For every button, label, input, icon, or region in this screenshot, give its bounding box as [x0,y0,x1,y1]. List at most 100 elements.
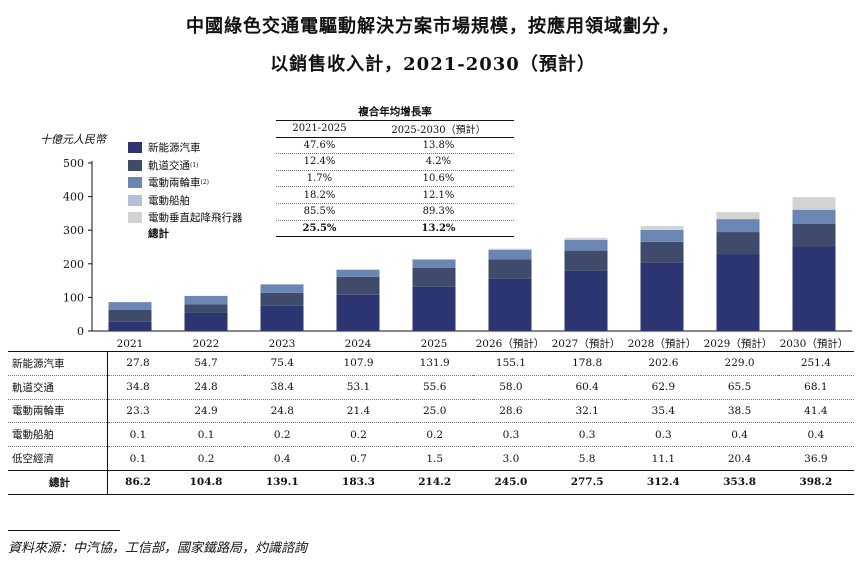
table-cell: 60.4 [549,375,626,400]
x-tick-label: 2021 [117,338,144,350]
legend: 新能源汽車 軌道交通 (1) 電動兩輪車 (2) 電動船舶 電動垂直起降飛行器 總計 [128,139,243,241]
table-cell: 178.8 [549,351,626,376]
table-cell: 11.1 [625,446,702,471]
table-cell: 24.9 [167,399,245,424]
x-tick-label: 2027（預計） [552,337,621,350]
table-cell: 20.4 [701,446,778,471]
table-cell: 55.6 [396,375,473,400]
table-cell: 38.5 [701,399,778,424]
bar-segment [184,295,228,305]
table-cell: 251.4 [777,351,854,376]
table-total-cell: 183.3 [320,469,397,495]
bar-segment [260,292,304,306]
x-tick-label: 2028（預計） [628,337,697,350]
table-cell: 202.6 [625,351,702,376]
table-cell: 68.1 [777,375,854,400]
bar-segment [488,248,532,250]
table-cell: 35.4 [625,399,702,424]
legend-item: 電動兩輪車 (2) [128,174,243,192]
bar-segment [640,226,684,230]
table-cell: 58.0 [472,375,550,400]
legend-label: 軌道交通 [148,159,190,172]
y-tick-label: 0 [77,325,84,338]
table-cell: 25.0 [396,399,473,424]
bar-segment [108,302,152,310]
table-cell: 0.1 [107,422,168,448]
y-tick-label: 400 [63,191,84,204]
table-total-cell: 398.2 [777,469,854,495]
bar-segment [716,232,760,255]
table-cell: 27.8 [107,351,168,376]
bar-segment [412,259,456,260]
bar-segment [412,259,456,268]
bar-segment [412,268,456,287]
cagr-total-cell: 13.2% [362,220,514,238]
table-cell: 0.2 [396,422,473,448]
table-cell: 0.4 [244,446,321,471]
legend-item: 新能源汽車 [128,139,243,157]
table-row: 電動兩輪車 23.3 24.9 24.8 21.4 25.0 28.6 32.1 35.4 38.… [8,399,854,424]
x-tick-label: 2030（預計） [780,337,849,350]
table-cell: 65.5 [701,375,778,400]
table-total-cell: 353.8 [701,469,778,495]
table-cell: 28.6 [472,399,550,424]
table-total-cell: 86.2 [107,469,168,495]
cagr-cell: 12.1% [362,186,514,204]
table-total-row: 總計 86.2 104.8 139.1 183.3 214.2 245.0 277.5 312.… [8,469,854,495]
table-cell: 0.4 [777,422,854,448]
table-cell: 0.2 [320,422,397,448]
source-divider [8,530,120,531]
bar-segment [564,237,608,240]
bar-segment [792,223,836,247]
bar-segment [488,249,532,260]
legend-label: 電動船舶 [148,194,190,207]
cagr-cell: 12.4% [276,153,363,171]
table-cell: 0.2 [244,422,321,448]
stacked-bar-chart: 0 100 200 300 400 500 2021 2022 2023 2024 2025 2026… [63,157,852,350]
table-cell: 0.2 [167,446,245,471]
table-cell: 0.1 [167,422,245,448]
table-total-cell: 312.4 [625,469,702,495]
bar-segment [640,241,684,263]
table-row-label: 軌道交通 [8,375,108,400]
table-row: 新能源汽車 27.8 54.7 75.4 107.9 131.9 155.1 178.8 202… [8,351,854,376]
bar-segment [108,309,152,322]
bar-segment [564,250,608,271]
table-row-label: 電動兩輪車 [8,399,108,424]
x-tick-label: 2024 [345,338,372,350]
legend-item: 電動垂直起降飛行器 [128,209,243,227]
table-cell: 0.3 [549,422,626,448]
bar-segment [716,219,760,233]
table-cell: 21.4 [320,399,397,424]
legend-item: 軌道交通 (1) [128,157,243,175]
cagr-col-header: 2025-2030（預計） [362,120,514,138]
y-axis-label: 十億元人民幣 [40,133,106,146]
bar-segment [108,321,152,331]
x-tick-label: 2026（預計） [476,337,545,350]
cagr-cell: 18.2% [276,186,363,204]
bar-segment [716,254,760,331]
table-cell: 229.0 [701,351,778,376]
table-cell: 0.4 [701,422,778,448]
legend-item: 電動船舶 [128,192,243,210]
table-cell: 32.1 [549,399,626,424]
table-cell: 36.9 [777,446,854,471]
table-cell: 131.9 [396,351,473,376]
y-tick-label: 300 [63,224,84,237]
table-total-cell: 245.0 [472,469,550,495]
source-note: 資料來源：中汽協，工信部，國家鐵路局，灼識諮詢 [8,541,308,556]
cagr-cell: 85.5% [276,203,363,221]
legend-swatch [128,194,142,206]
bar-segment [564,239,608,251]
table-total-cell: 277.5 [549,469,626,495]
table-cell: 62.9 [625,375,702,400]
cagr-cell: 10.6% [362,170,514,188]
y-tick-label: 200 [63,258,84,271]
table-cell: 107.9 [320,351,397,376]
table-cell: 75.4 [244,351,321,376]
chart-title-line-1: 中國綠色交通電驅動解決方案市場規模，按應用領域劃分， [186,16,680,37]
table-row-label: 新能源汽車 [8,351,108,376]
y-tick-label: 500 [63,157,84,170]
cagr-cell: 47.6% [276,137,363,155]
table-cell: 23.3 [107,399,168,424]
